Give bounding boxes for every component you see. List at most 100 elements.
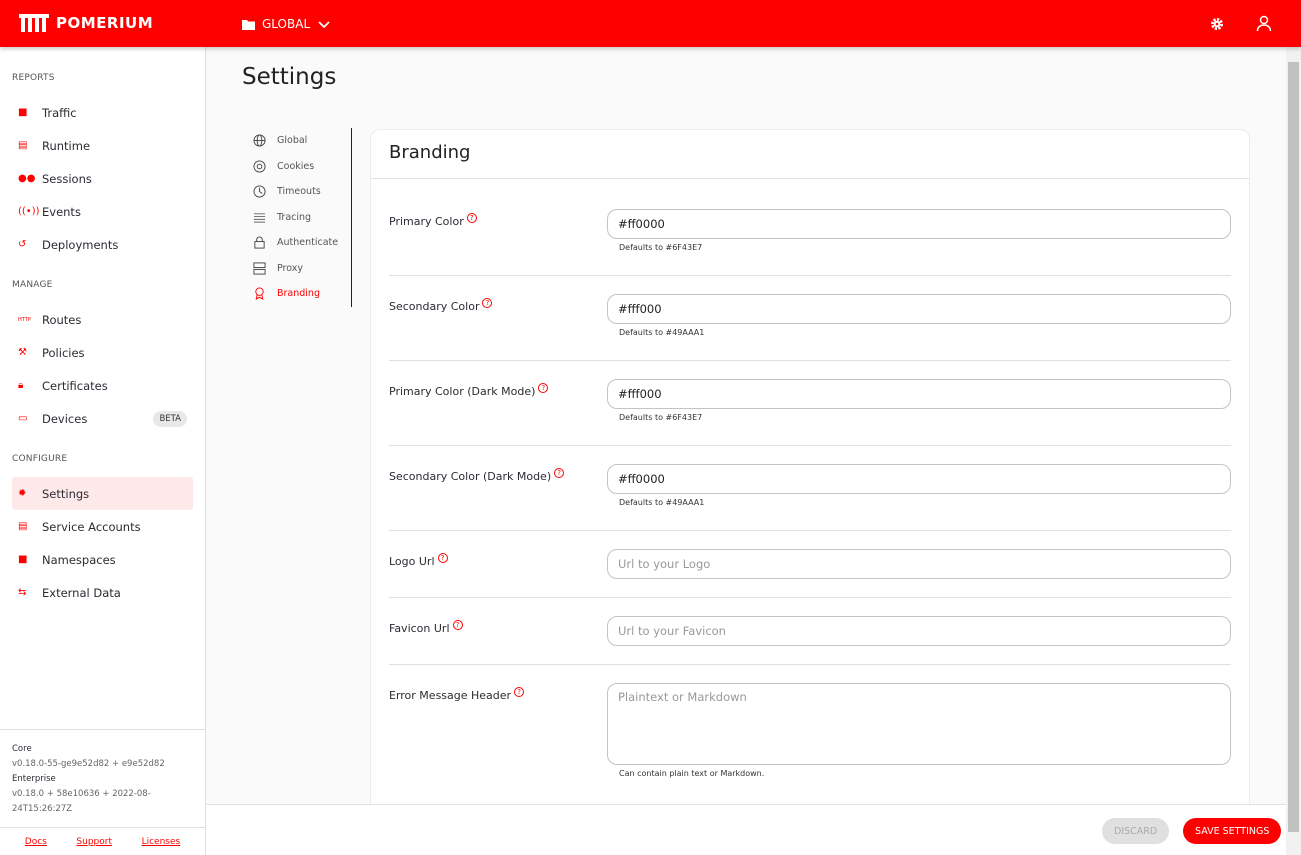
gear-icon[interactable] <box>1210 17 1224 31</box>
subnav-label: Timeouts <box>277 186 321 198</box>
gear-icon: ✹ <box>18 488 27 499</box>
server-icon: ▤ <box>18 140 28 151</box>
field-hint: Defaults to #49AAA1 <box>619 498 705 507</box>
item-label: Deployments <box>42 237 119 252</box>
subnav-label: Authenticate <box>277 237 339 249</box>
favicon-url-input[interactable] <box>607 616 1231 646</box>
footer-links: Docs Support Licenses <box>0 827 205 855</box>
subnav-label: Cookies <box>277 160 315 172</box>
field-secondary-color-dark: Secondary Color (Dark Mode)? Defaults to… <box>389 464 1231 531</box>
logo-url-input[interactable] <box>607 549 1231 579</box>
primary-color-input[interactable] <box>607 209 1231 239</box>
item-label: Sessions <box>42 171 92 186</box>
field-label: Favicon Url <box>389 622 450 635</box>
help-icon[interactable]: ? <box>466 213 477 223</box>
support-link[interactable]: Support <box>76 836 112 847</box>
item-label: Traffic <box>42 105 77 120</box>
globe-icon <box>253 134 266 147</box>
enterprise-version: v0.18.0 + 58e10636 + 2022-08-24T15:26:27… <box>12 789 151 814</box>
pomerium-logo[interactable]: POMERIUM <box>18 12 153 34</box>
help-icon[interactable]: ? <box>538 383 549 393</box>
field-hint: Defaults to #6F43E7 <box>619 243 703 252</box>
section-configure: CONFIGURE <box>12 454 68 464</box>
sidebar-item-service-accounts[interactable]: ▤ Service Accounts <box>12 510 193 543</box>
sidebar-item-policies[interactable]: ⚒ Policies <box>12 336 193 369</box>
subnav-label: Global <box>277 135 308 147</box>
users-icon: ●● <box>18 173 36 184</box>
brand-name: POMERIUM <box>56 14 154 32</box>
settings-subnav: Global Cookies Timeouts Tracing Authenti… <box>253 128 352 307</box>
core-label: Core <box>12 744 32 754</box>
sidebar-item-deployments[interactable]: ↺ Deployments <box>12 228 193 261</box>
item-label: Routes <box>42 312 82 327</box>
user-icon[interactable] <box>1256 15 1272 32</box>
item-label: Events <box>42 204 81 219</box>
docs-link[interactable]: Docs <box>24 836 47 847</box>
field-label: Primary Color <box>389 215 464 228</box>
sidebar-item-settings[interactable]: ✹ Settings <box>12 477 193 510</box>
subnav-branding[interactable]: Branding <box>253 281 351 307</box>
lock-icon <box>254 236 265 249</box>
top-bar: POMERIUM GLOBAL <box>0 0 1301 47</box>
folder-icon <box>242 19 255 30</box>
sidebar-item-namespaces[interactable]: ■ Namespaces <box>12 543 193 576</box>
chart-icon: ■ <box>18 107 28 118</box>
scrollbar[interactable] <box>1286 47 1301 855</box>
broadcast-icon: ((•)) <box>18 206 40 217</box>
field-label: Secondary Color (Dark Mode) <box>389 470 552 483</box>
server-icon: ▤ <box>18 521 28 532</box>
beta-badge: BETA <box>153 410 187 427</box>
subnav-label: Branding <box>277 288 320 300</box>
field-label: Secondary Color <box>389 300 480 313</box>
scrollbar-thumb[interactable] <box>1288 62 1299 832</box>
field-secondary-color: Secondary Color? Defaults to #49AAA1 <box>389 294 1231 361</box>
field-label: Primary Color (Dark Mode) <box>389 385 536 398</box>
item-label: Devices <box>42 411 88 426</box>
subnav-label: Proxy <box>277 262 304 274</box>
secondary-color-input[interactable] <box>607 294 1231 324</box>
namespace-label: GLOBAL <box>262 17 311 31</box>
sidebar-item-traffic[interactable]: ■ Traffic <box>12 96 193 129</box>
namespace-selector[interactable]: GLOBAL <box>234 10 339 38</box>
subnav-global[interactable]: Global <box>253 128 351 154</box>
action-bar: DISCARD SAVE SETTINGS <box>206 804 1286 855</box>
field-hint: Can contain plain text or Markdown. <box>619 769 765 778</box>
licenses-link[interactable]: Licenses <box>141 836 181 847</box>
sidebar-item-runtime[interactable]: ▤ Runtime <box>12 129 193 162</box>
sidebar-item-devices[interactable]: ▭ Devices BETA <box>12 402 193 435</box>
subnav-authenticate[interactable]: Authenticate <box>253 230 351 256</box>
subnav-tracing[interactable]: Tracing <box>253 205 351 231</box>
save-settings-button[interactable]: SAVE SETTINGS <box>1183 818 1282 844</box>
help-icon[interactable]: ? <box>437 553 448 563</box>
field-favicon-url: Favicon Url? <box>389 616 1231 665</box>
item-label: Certificates <box>42 378 108 393</box>
sidebar-item-events[interactable]: ((•)) Events <box>12 195 193 228</box>
sidebar-item-external-data[interactable]: ⇆ External Data <box>12 576 193 609</box>
card-title: Branding <box>371 130 1249 179</box>
help-icon[interactable]: ? <box>452 620 463 630</box>
lock-icon: 🔒︎ <box>18 380 24 391</box>
subnav-proxy[interactable]: Proxy <box>253 256 351 282</box>
http-icon: HTTP <box>18 316 31 323</box>
sidebar: REPORTS ■ Traffic ▤ Runtime ●● Sessions ((•… <box>0 47 206 855</box>
subnav-cookies[interactable]: Cookies <box>253 154 351 180</box>
primary-color-dark-input[interactable] <box>607 379 1231 409</box>
field-label: Error Message Header <box>389 689 512 702</box>
help-icon[interactable]: ? <box>554 468 565 478</box>
sidebar-item-sessions[interactable]: ●● Sessions <box>12 162 193 195</box>
item-label: Service Accounts <box>42 519 141 534</box>
discard-button[interactable]: DISCARD <box>1102 818 1170 844</box>
field-hint: Defaults to #6F43E7 <box>619 413 703 422</box>
core-version: v0.18.0-55-ge9e52d82 + e9e52d82 <box>12 759 165 769</box>
clock-icon <box>253 185 266 198</box>
error-message-header-input[interactable] <box>607 683 1231 765</box>
subnav-timeouts[interactable]: Timeouts <box>253 179 351 205</box>
sidebar-item-certificates[interactable]: 🔒︎ Certificates <box>12 369 193 402</box>
item-label: Settings <box>42 486 90 501</box>
enterprise-label: Enterprise <box>12 774 56 784</box>
secondary-color-dark-input[interactable] <box>607 464 1231 494</box>
folder-icon: ■ <box>18 554 28 565</box>
help-icon[interactable]: ? <box>514 687 525 697</box>
sidebar-item-routes[interactable]: HTTP Routes <box>12 303 193 336</box>
help-icon[interactable]: ? <box>482 298 493 308</box>
